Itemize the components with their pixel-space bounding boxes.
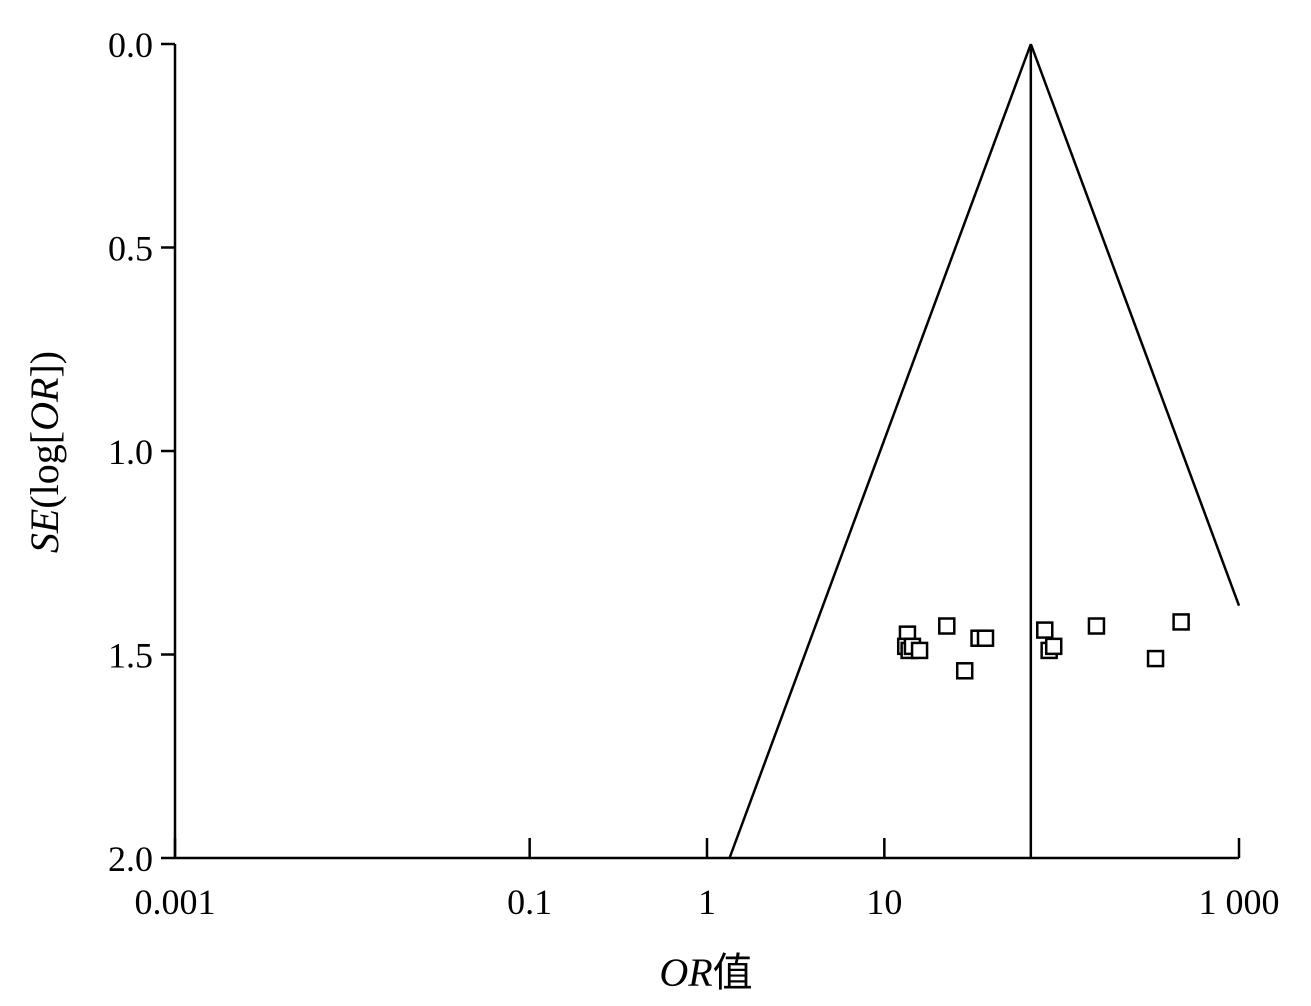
y-axis-title-log: (log[ (22, 431, 67, 509)
x-tick-label: 1 (698, 882, 716, 922)
funnel-right-line (1029, 43, 1241, 607)
y-tick-label: 0.0 (108, 25, 153, 65)
study-point (910, 641, 929, 660)
ticks: 0.0 0.5 1.0 1.5 2.00.001 0.1 1 10 1 000 (108, 25, 1280, 922)
study-point (1146, 649, 1165, 668)
y-tick-label: 2.0 (108, 839, 153, 879)
y-tick-label: 1.5 (108, 636, 153, 676)
study-point (955, 662, 974, 680)
x-tick-label: 0.001 (135, 882, 216, 922)
study-point (1087, 617, 1106, 635)
x-axis-title: OR值 (659, 950, 752, 995)
x-tick-label: 0.1 (507, 882, 552, 922)
x-axis-title-or: OR (659, 950, 712, 995)
y-tick-label: 1.0 (108, 432, 153, 472)
axes (173, 44, 1239, 860)
study-point (1172, 613, 1190, 631)
study-point (1036, 621, 1054, 639)
y-axis-title-se: SE (22, 509, 67, 553)
x-tick-label: 1 000 (1199, 882, 1280, 922)
funnel-left-line (728, 43, 1032, 859)
data-points (896, 613, 1190, 680)
y-axis-title: SE(log[OR]) (22, 351, 67, 553)
x-axis-title-value: 值 (713, 950, 753, 995)
x-tick-label: 10 (866, 882, 902, 922)
y-tick-label: 0.5 (108, 229, 153, 269)
study-point (976, 629, 995, 647)
funnel (728, 43, 1241, 859)
y-axis-title-or: OR (22, 378, 67, 431)
y-axis-title-close: ]) (22, 351, 67, 378)
study-point (1044, 637, 1063, 656)
study-point (938, 617, 956, 635)
